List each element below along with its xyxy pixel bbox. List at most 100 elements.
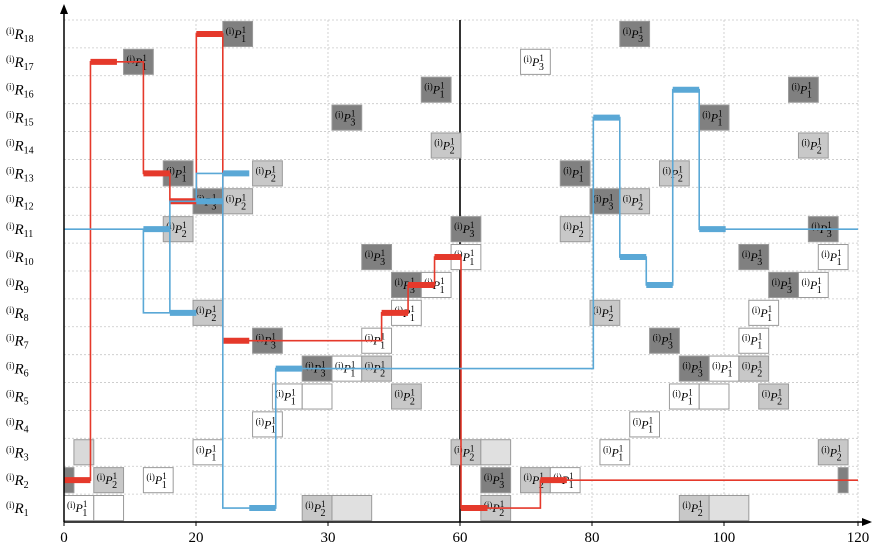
y-axis-labels: (i)R1 (i)R2 (i)R3 (i)R4 (i)R5 (i)R6 (i)R7 (i)R8…: [6, 26, 34, 519]
task-box-label: (i)P1 2: [563, 220, 583, 240]
task-box-rect: [361, 244, 393, 271]
y-tick-label: (i)R14: [6, 138, 34, 157]
task-box: (i)P1 2: [589, 299, 621, 326]
x-tick-label: 30: [321, 530, 336, 546]
task-box: (i)P1 2: [450, 439, 482, 466]
task-box-rect: [788, 76, 819, 103]
task-box: (i)P1 2: [797, 132, 829, 159]
task-box-rect: [619, 20, 651, 47]
y-tick-label: (i)R9: [6, 277, 29, 296]
task-box-rect: [559, 216, 591, 243]
x-axis-ticks: 0 20 30 60 80 100 120: [60, 522, 869, 546]
task-box-label: (i)P1 2: [97, 471, 117, 491]
y-tick-label: (i)R16: [6, 82, 34, 101]
task-box-rect: [649, 327, 680, 354]
task-box: [698, 383, 730, 410]
y-tick-label: (i)R18: [6, 26, 34, 45]
task-box: (i)P1 2: [192, 299, 224, 326]
task-box: (i)P1 2: [93, 467, 125, 494]
task-box: (i)P1 2: [758, 383, 790, 410]
task-box-label: (i)P1 2: [821, 443, 841, 463]
task-box-rect: [450, 216, 482, 243]
task-box-rect: [301, 383, 333, 410]
route-lines: [64, 30, 858, 512]
y-tick-label: (i)R15: [6, 110, 34, 129]
x-tick-label: 80: [585, 530, 600, 546]
task-box-label: (i)P1 2: [196, 304, 216, 324]
task-box-rect: [93, 467, 125, 494]
task-box-rect: [93, 495, 125, 522]
task-box: (i)P1 2: [678, 495, 710, 522]
task-box-rect: [797, 271, 829, 298]
task-box: (i)P1 2: [252, 160, 283, 187]
task-box: [301, 383, 333, 410]
x-tick-label: 0: [60, 530, 68, 546]
task-box-rect: [738, 327, 770, 354]
task-box: [331, 495, 373, 522]
y-tick-label: (i)R17: [6, 54, 34, 73]
task-box-rect: [450, 439, 482, 466]
task-box-label: (i)P1 2: [524, 471, 544, 491]
x-tick-label: 120: [847, 530, 870, 546]
y-axis-arrow: [60, 4, 68, 14]
task-box-rect: [480, 439, 512, 466]
task-box: (i)P1 2: [222, 188, 254, 215]
task-box: (i)P1 2: [738, 355, 770, 382]
task-box-label: (i)P1 2: [395, 388, 415, 408]
y-tick-label: (i)R5: [6, 389, 29, 408]
task-box-label: (i)P1 2: [623, 192, 643, 212]
task-box-rect: [678, 495, 710, 522]
task-box-rect: [708, 495, 750, 522]
task-box-rect: [192, 299, 224, 326]
task-box: [93, 495, 125, 522]
task-box-rect: [142, 467, 174, 494]
task-box: (i)P1 2: [391, 383, 422, 410]
task-box: (i)P1 2: [559, 216, 591, 243]
y-tick-label: (i)R12: [6, 193, 34, 212]
y-tick-label: (i)R4: [6, 416, 29, 435]
task-box-rect: [738, 244, 770, 271]
task-box: [73, 439, 95, 466]
red-route-path: [64, 33, 858, 509]
task-box-rect: [797, 132, 829, 159]
task-box-rect: [738, 355, 770, 382]
task-box-rect: [817, 244, 849, 271]
x-axis-arrow: [862, 518, 872, 526]
task-box: (i)P1 2: [430, 132, 462, 159]
task-box: [480, 439, 512, 466]
task-box-label: (i)P1 2: [256, 164, 276, 184]
task-box-rect: [162, 216, 194, 243]
task-box-rect: [698, 383, 730, 410]
task-box: (i)P1 2: [619, 188, 651, 215]
